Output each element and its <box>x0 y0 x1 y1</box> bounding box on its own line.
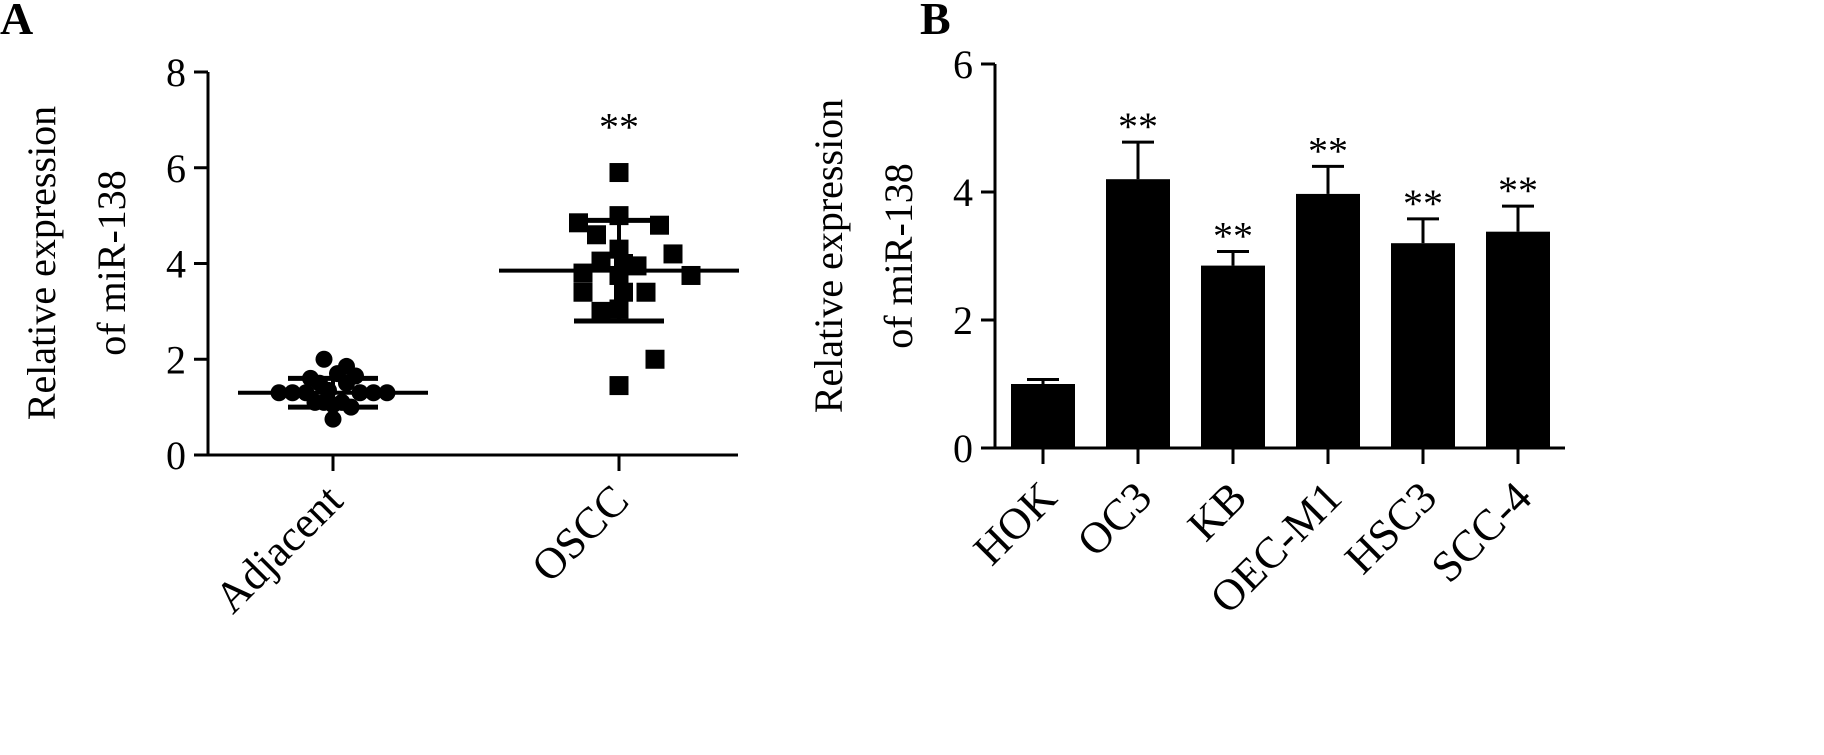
y-axis-label-line: of miR-138 <box>876 163 921 349</box>
y-axis-label-line: Relative expression <box>19 106 64 420</box>
data-point-oscc <box>663 244 683 264</box>
data-point-oscc <box>573 263 593 283</box>
significance-label: ** <box>1118 104 1158 149</box>
bar-scc-4 <box>1486 231 1550 448</box>
data-point-adjacent <box>315 350 333 368</box>
bar-hok <box>1011 384 1075 448</box>
y-axis-label: Relative expression of miR-138 <box>806 99 921 413</box>
significance-label: ** <box>599 105 639 150</box>
y-tick-label: 6 <box>953 42 973 87</box>
data-point-oscc <box>614 282 633 302</box>
scatter-chart-a: 0 2 4 6 8 Adjacent OSCC Relative expression of m… <box>19 50 739 622</box>
significance-label: ** <box>1403 181 1443 226</box>
data-point-oscc <box>636 282 656 302</box>
x-tick-label: HOK <box>964 472 1066 574</box>
data-point-oscc <box>645 349 665 369</box>
x-tick-label: Adjacent <box>205 475 352 622</box>
significance-label: ** <box>1308 128 1348 173</box>
x-tick-label: SCC-4 <box>1422 472 1541 591</box>
x-tick-label: KB <box>1178 472 1256 550</box>
y-tick-label: 0 <box>166 433 186 478</box>
y-tick-label: 6 <box>166 146 186 191</box>
bar-kb <box>1201 265 1265 448</box>
y-tick-label: 4 <box>166 242 186 287</box>
y-tick-label: 0 <box>953 426 973 471</box>
y-tick-label: 2 <box>166 337 186 382</box>
data-point-adjacent <box>324 410 342 428</box>
x-tick-label: HSC3 <box>1335 472 1446 583</box>
y-tick-label: 2 <box>953 298 973 343</box>
bar-oec-m1 <box>1296 193 1360 448</box>
significance-label: ** <box>1213 214 1253 259</box>
y-axis-label-line: Relative expression <box>806 99 851 413</box>
data-point-oscc <box>591 301 611 321</box>
data-point-oscc <box>573 282 593 302</box>
bar-chart-b: 0 2 4 6 Relative expression of miR-138 HOK OC3 *… <box>806 42 1565 623</box>
significance-label: ** <box>1498 168 1538 213</box>
y-axis-label: Relative expression of miR-138 <box>19 106 134 420</box>
data-point-oscc <box>587 225 606 245</box>
x-tick-label: OC3 <box>1068 472 1161 565</box>
bar-hsc3 <box>1391 243 1455 448</box>
y-tick-label: 4 <box>953 170 973 215</box>
y-tick-label: 8 <box>166 50 186 95</box>
panel-label-b: B <box>920 0 951 44</box>
y-axis-label-line: of miR-138 <box>89 170 134 356</box>
x-tick-label: OSCC <box>522 475 638 591</box>
bar-oc3 <box>1106 179 1170 448</box>
data-point-oscc <box>591 251 611 271</box>
data-point-oscc <box>609 163 629 183</box>
panel-label-a: A <box>0 0 33 44</box>
data-point-oscc <box>609 376 629 396</box>
